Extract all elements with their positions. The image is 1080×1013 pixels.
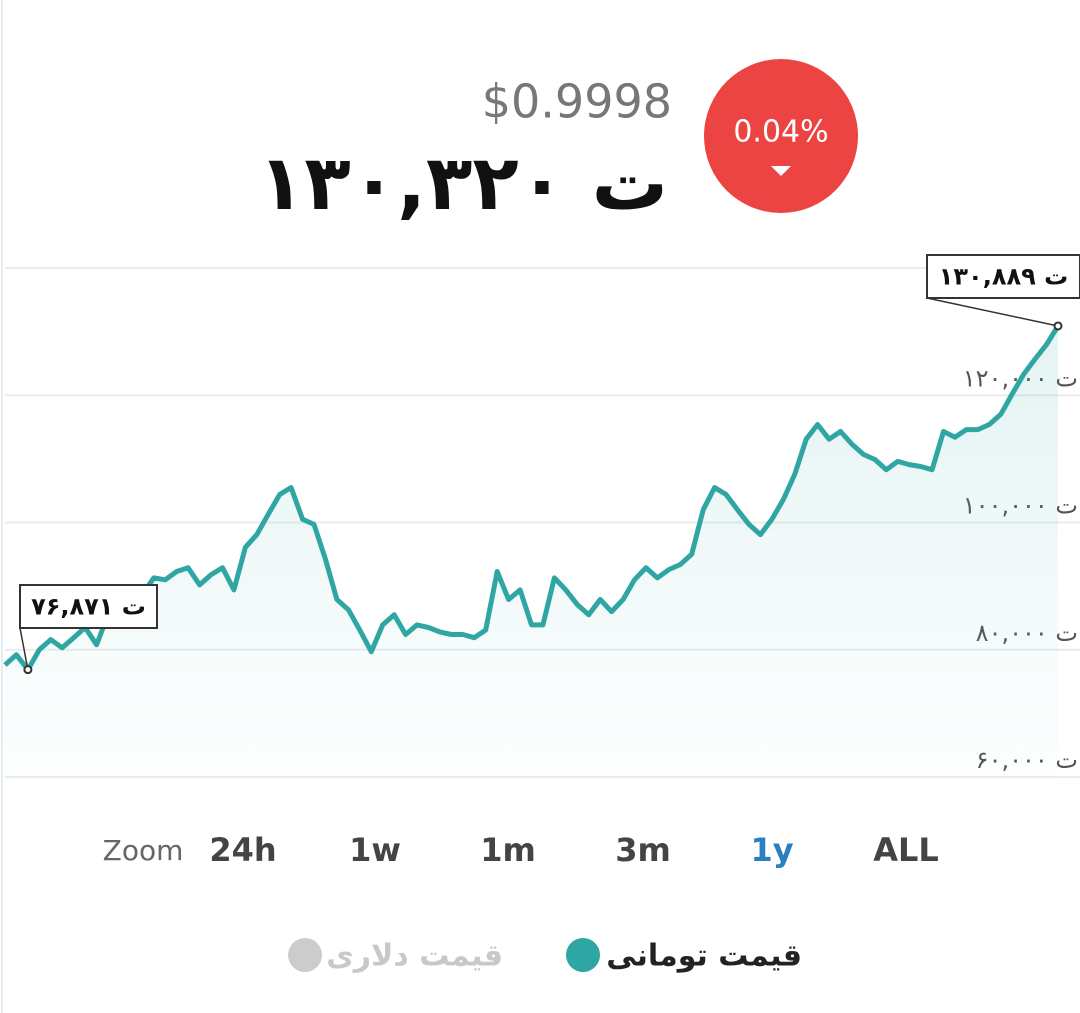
area-fill bbox=[5, 326, 1058, 777]
legend-marker[interactable] bbox=[566, 938, 600, 972]
legend-marker[interactable] bbox=[288, 938, 322, 972]
legend-label[interactable]: قیمت تومانی bbox=[606, 939, 802, 974]
zoom-option[interactable]: ALL bbox=[873, 831, 939, 869]
zoom-option[interactable]: 24h bbox=[209, 831, 276, 869]
annotation-label: ۱۳۰,۸۸۹ ت bbox=[939, 263, 1069, 291]
plot: ت ۶۰,۰۰۰ت ۸۰,۰۰۰ت ۱۰۰,۰۰۰ت ۱۲۰,۰۰۰۷۶,۸۷۱… bbox=[3, 254, 1080, 778]
change-badge bbox=[704, 59, 858, 213]
change-arrow bbox=[771, 166, 791, 176]
annotation-pointer bbox=[926, 297, 1059, 327]
change-text: 0.04% bbox=[733, 115, 828, 150]
toman-price: ۱۳۰,۳۲۰ ت bbox=[258, 138, 668, 227]
price-line bbox=[3, 324, 1061, 673]
legend-label[interactable]: قیمت دلاری bbox=[326, 939, 503, 974]
zoom-option[interactable]: 1y bbox=[750, 831, 793, 869]
usd-price: $0.9998 bbox=[482, 75, 672, 129]
zoom-bar: Zoom 24h 1w 1m 3m 1y ALL bbox=[103, 831, 939, 869]
zoom-option[interactable]: 1w bbox=[349, 831, 401, 869]
annotation-pointer bbox=[19, 627, 29, 670]
legend: قیمت تومانی قیمت دلاری bbox=[288, 938, 802, 974]
annotation-box bbox=[19, 584, 158, 629]
zoom-option[interactable]: 3m bbox=[615, 831, 671, 869]
zoom-label: Zoom bbox=[103, 834, 184, 867]
annotation-point bbox=[23, 665, 33, 675]
annotation-box bbox=[926, 254, 1080, 299]
zoom-option[interactable]: 1m bbox=[480, 831, 536, 869]
annotation-label: ۷۶,۸۷۱ ت bbox=[31, 593, 146, 621]
annotation-point bbox=[1053, 321, 1063, 331]
